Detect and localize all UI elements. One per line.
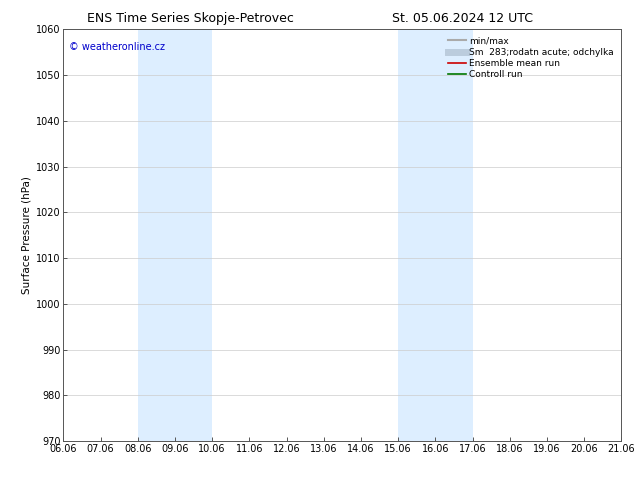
Bar	[138, 29, 212, 441]
Y-axis label: Surface Pressure (hPa): Surface Pressure (hPa)	[22, 176, 32, 294]
Bar	[398, 29, 472, 441]
Legend: min/max, Sm  283;rodatn acute; odchylka, Ensemble mean run, Controll run: min/max, Sm 283;rodatn acute; odchylka, …	[445, 34, 617, 82]
Text: St. 05.06.2024 12 UTC: St. 05.06.2024 12 UTC	[392, 12, 533, 25]
Text: ENS Time Series Skopje-Petrovec: ENS Time Series Skopje-Petrovec	[87, 12, 294, 25]
Text: © weatheronline.cz: © weatheronline.cz	[69, 42, 165, 52]
